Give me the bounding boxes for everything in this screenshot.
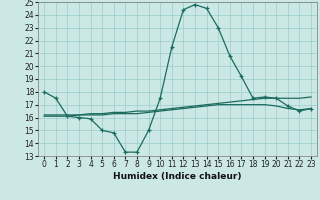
X-axis label: Humidex (Indice chaleur): Humidex (Indice chaleur) — [113, 172, 242, 181]
